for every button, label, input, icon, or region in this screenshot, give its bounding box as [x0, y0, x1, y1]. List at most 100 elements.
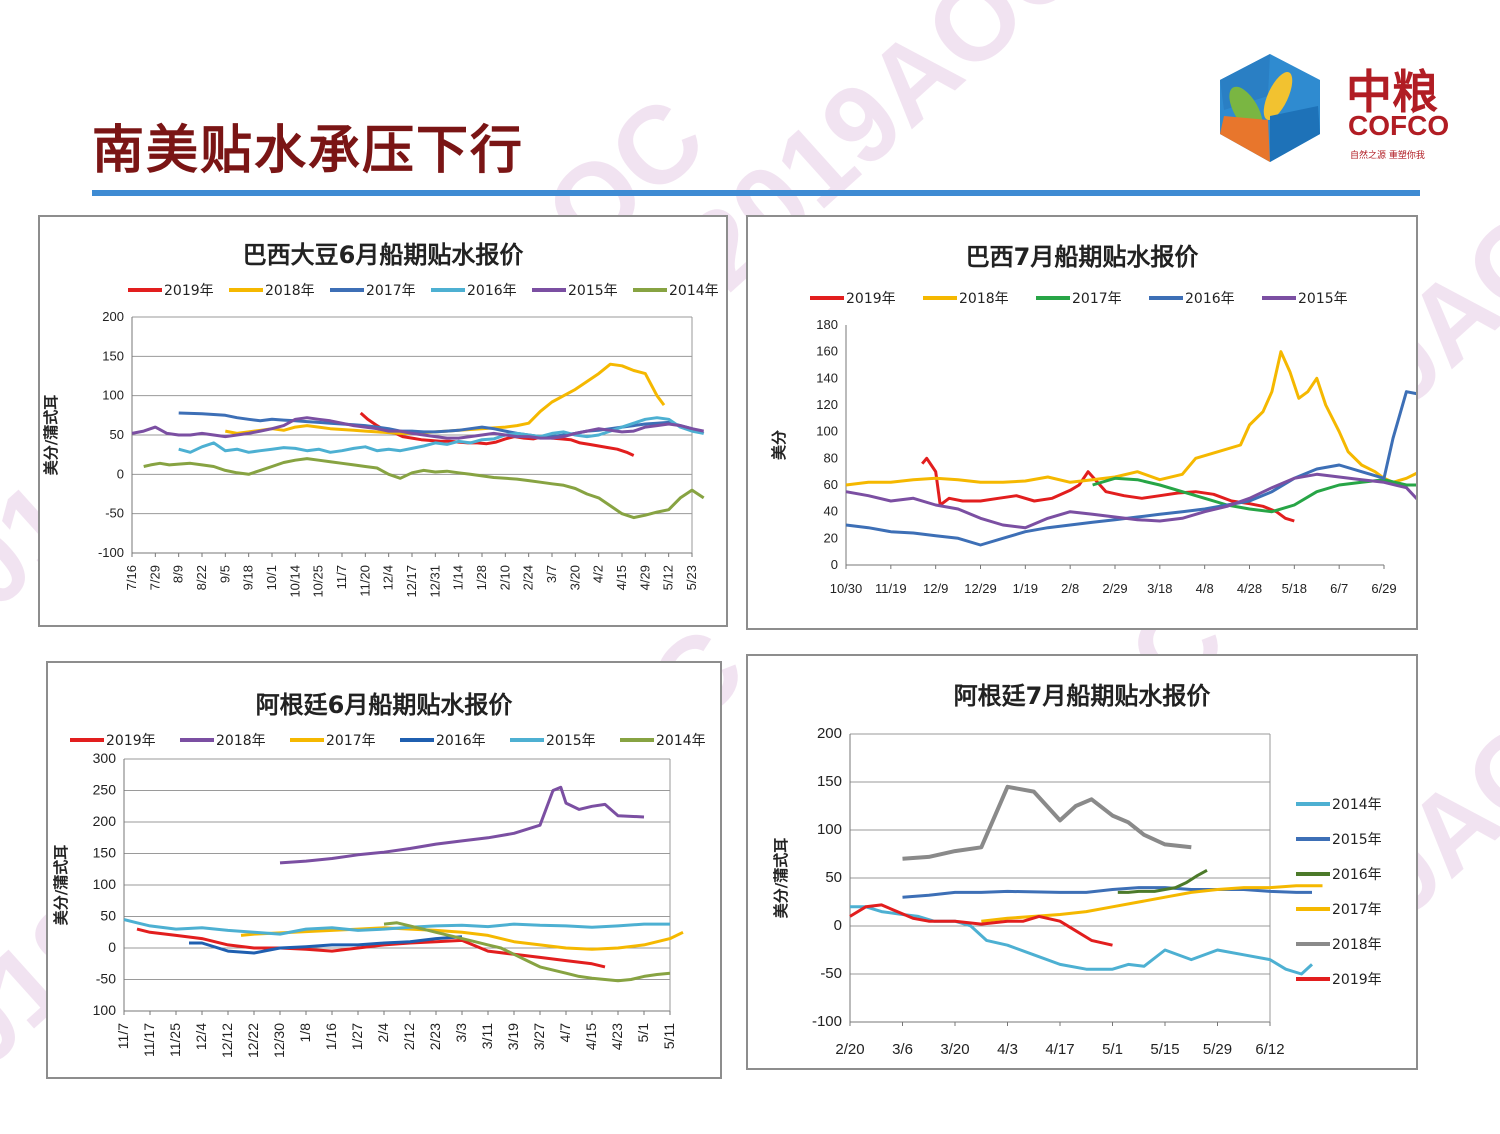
- chart-title: 阿根廷6月船期贴水报价: [255, 691, 513, 719]
- x-tick-label: 1/14: [451, 565, 466, 590]
- y-tick-label: 150: [817, 773, 842, 790]
- x-tick-label: 5/18: [1282, 581, 1307, 596]
- y-tick-label: 0: [108, 939, 116, 955]
- x-tick-label: 10/25: [311, 565, 326, 598]
- y-tick-label: 100: [102, 388, 124, 403]
- x-tick-label: 5/23: [684, 565, 699, 590]
- x-tick-label: 2/29: [1102, 581, 1127, 596]
- x-tick-label: 7/29: [147, 565, 162, 590]
- series-line-2015年: [131, 416, 705, 440]
- x-tick-label: 9/18: [241, 565, 256, 590]
- x-tick-label: 1/19: [1013, 581, 1038, 596]
- x-tick-label: 2/23: [427, 1023, 443, 1050]
- y-tick-label: 50: [825, 869, 842, 886]
- x-tick-label: 2/10: [497, 565, 512, 590]
- x-tick-label: 3/3: [453, 1023, 469, 1043]
- chart-panel-brazil-june: 巴西大豆6月船期贴水报价 -100 -50 0 50 100 150 200 7/16 7/29…: [38, 215, 728, 627]
- legend-label: 2014年: [656, 733, 706, 749]
- series-line-2016年: [178, 416, 704, 454]
- x-tick-label: 5/15: [1150, 1041, 1179, 1058]
- series-line-2017年: [240, 926, 684, 951]
- y-tick-label: 100: [93, 876, 117, 892]
- legend-label: 2014年: [1332, 797, 1382, 813]
- chart-argentina-june: 100 -50 0 50 100 150 200 250 300 11/7 11/17 11/25 12…: [52, 733, 706, 1058]
- chart-title: 巴西大豆6月船期贴水报价: [242, 241, 524, 269]
- x-tick-label: 12/4: [193, 1023, 209, 1050]
- x-tick-label: 12/29: [964, 581, 997, 596]
- y-tick-label: 100: [816, 424, 838, 439]
- y-tick-label: 100: [93, 1002, 117, 1018]
- series-line-2019年: [921, 456, 1295, 523]
- y-tick-label: 300: [93, 750, 117, 766]
- series-line-2015年: [845, 472, 1416, 530]
- series-line-2018年: [279, 785, 645, 865]
- series-line-2015年: [902, 886, 1312, 899]
- legend-label: 2019年: [106, 733, 156, 749]
- x-tick-label: 4/8: [1196, 581, 1214, 596]
- x-tick-label: 5/1: [635, 1023, 651, 1043]
- x-tick-label: 3/20: [940, 1041, 969, 1058]
- y-axis-label: 美分/蒲式耳: [52, 845, 70, 925]
- x-tick-label: 12/12: [219, 1023, 235, 1058]
- x-tick-label: 4/23: [609, 1023, 625, 1050]
- legend-label: 2015年: [1332, 832, 1382, 848]
- y-tick-label: 50: [110, 427, 124, 442]
- legend-label: 2014年: [669, 283, 719, 299]
- legend-label: 2018年: [959, 291, 1009, 307]
- chart-panel-argentina-july: 阿根廷7月船期贴水报价 -100 -50 0 50 100 150 200 2/20 3/6 3/…: [746, 654, 1418, 1070]
- x-tick-label: 1/28: [474, 565, 489, 590]
- x-tick-label: 12/30: [271, 1023, 287, 1058]
- logo-name-en: COFCO: [1348, 110, 1450, 141]
- x-tick-label: 5/11: [661, 1023, 677, 1049]
- x-tick-label: 3/7: [544, 565, 559, 583]
- legend-label: 2015年: [1298, 291, 1348, 307]
- x-tick-label: 5/12: [661, 565, 676, 590]
- cofco-logo: 中粮 COFCO 自然之源 重塑你我: [1210, 50, 1460, 170]
- y-axis-label: 美分/蒲式耳: [772, 838, 790, 918]
- legend-label: 2016年: [467, 283, 517, 299]
- legend-label: 2018年: [216, 733, 266, 749]
- x-tick-label: 11/20: [357, 565, 372, 597]
- legend-label: 2017年: [366, 283, 416, 299]
- y-axis-label: 美分: [770, 430, 788, 460]
- series-line-2014年: [143, 457, 705, 520]
- x-tick-label: 3/19: [505, 1023, 521, 1050]
- x-tick-label: 11/17: [141, 1023, 157, 1057]
- series-line-2018年: [845, 350, 1416, 487]
- legend-label: 2018年: [1332, 937, 1382, 953]
- y-tick-label: 250: [93, 782, 117, 798]
- series-line-2014年: [383, 921, 671, 983]
- x-tick-label: 10/30: [830, 581, 863, 596]
- legend-label: 2019年: [164, 283, 214, 299]
- y-tick-label: -100: [812, 1013, 842, 1030]
- legend-label: 2017年: [326, 733, 376, 749]
- series-line-2018年: [902, 784, 1192, 861]
- legend-label: 2016年: [436, 733, 486, 749]
- x-tick-label: 12/4: [381, 565, 396, 590]
- x-tick-label: 2/24: [521, 565, 536, 590]
- x-tick-label: 2/4: [375, 1023, 391, 1043]
- x-tick-label: 4/2: [591, 565, 606, 583]
- chart-panel-argentina-june: 阿根廷6月船期贴水报价 100 -50 0 50 100 150 200 250 300 11/7…: [46, 661, 722, 1079]
- y-tick-label: 0: [834, 917, 842, 934]
- y-tick-label: -50: [105, 506, 124, 521]
- logo-name-cn: 中粮: [1346, 65, 1438, 119]
- series-line-2019年: [359, 411, 635, 457]
- legend-label: 2018年: [265, 283, 315, 299]
- x-tick-label: 1/16: [323, 1023, 339, 1050]
- y-tick-label: 20: [824, 530, 838, 545]
- x-tick-label: 2/20: [835, 1041, 864, 1058]
- x-tick-label: 12/31: [427, 565, 442, 598]
- chart-brazil-july: 0 20 40 60 80 100 120 140 160 180 10/30 11/19 12/9 12…: [770, 291, 1416, 596]
- x-tick-label: 5/29: [1203, 1041, 1232, 1058]
- y-axis-label: 美分/蒲式耳: [42, 395, 60, 475]
- y-tick-label: 150: [93, 845, 117, 861]
- y-tick-label: 50: [100, 908, 116, 924]
- legend-label: 2017年: [1072, 291, 1122, 307]
- x-tick-label: 9/5: [217, 565, 232, 583]
- x-tick-label: 4/17: [1045, 1041, 1074, 1058]
- legend-label: 2016年: [1332, 867, 1382, 883]
- x-tick-label: 3/20: [567, 565, 582, 590]
- y-tick-label: -50: [96, 971, 116, 987]
- x-tick-label: 1/27: [349, 1023, 365, 1050]
